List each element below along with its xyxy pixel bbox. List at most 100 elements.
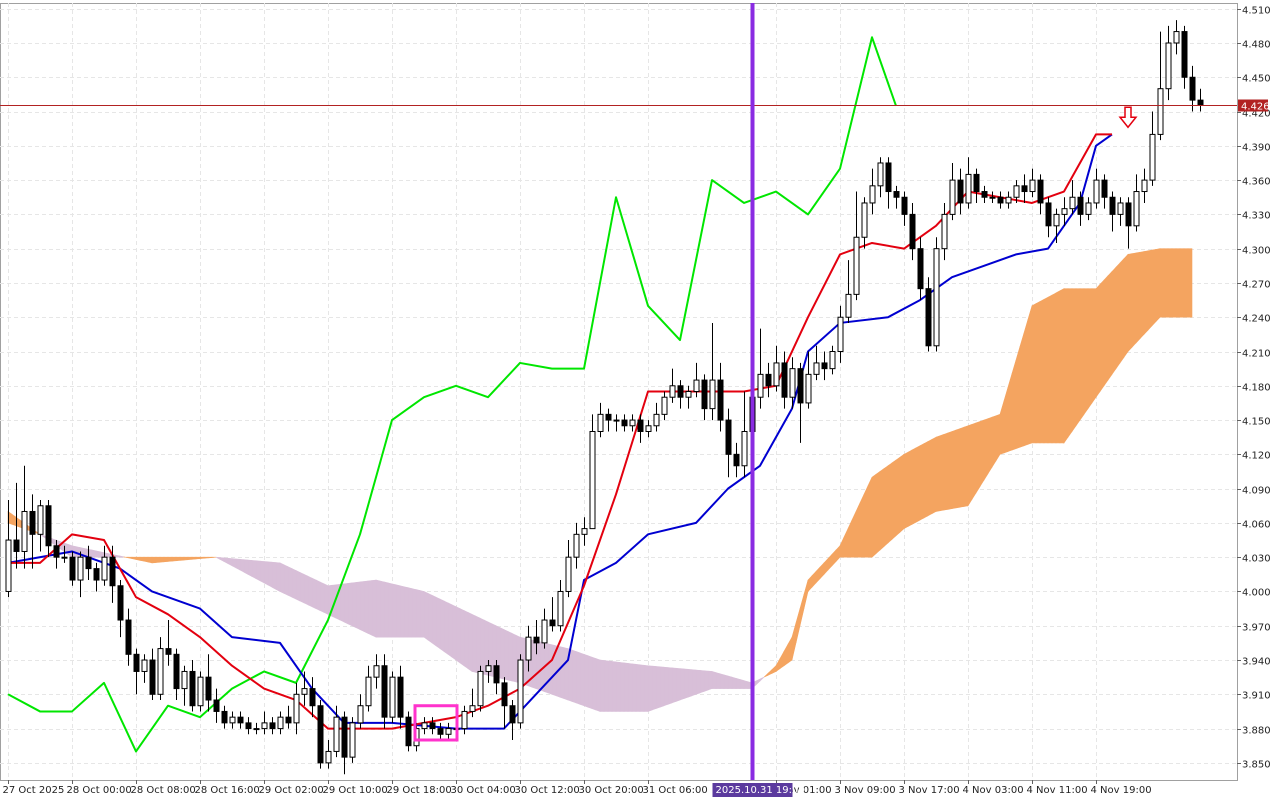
- candle[interactable]: [950, 163, 955, 220]
- candle[interactable]: [22, 466, 27, 569]
- candle[interactable]: [510, 700, 515, 740]
- candle[interactable]: [838, 306, 843, 363]
- candle[interactable]: [582, 517, 587, 546]
- candle[interactable]: [758, 329, 763, 409]
- candle[interactable]: [430, 717, 435, 734]
- candle[interactable]: [806, 352, 811, 409]
- candle[interactable]: [766, 363, 771, 397]
- candle[interactable]: [910, 203, 915, 260]
- candle[interactable]: [422, 717, 427, 734]
- candle[interactable]: [1086, 197, 1091, 220]
- candle[interactable]: [214, 689, 219, 723]
- candle[interactable]: [134, 649, 139, 695]
- candle[interactable]: [846, 260, 851, 323]
- candle[interactable]: [262, 711, 267, 734]
- candle[interactable]: [590, 414, 595, 528]
- candle[interactable]: [926, 277, 931, 351]
- candle[interactable]: [982, 186, 987, 203]
- candle[interactable]: [662, 392, 667, 421]
- candle[interactable]: [174, 649, 179, 700]
- candle[interactable]: [942, 203, 947, 260]
- candle[interactable]: [118, 580, 123, 637]
- candle[interactable]: [862, 197, 867, 248]
- candle[interactable]: [390, 671, 395, 722]
- candle[interactable]: [126, 609, 131, 666]
- candle[interactable]: [254, 723, 259, 734]
- candle[interactable]: [446, 723, 451, 740]
- candle[interactable]: [686, 386, 691, 409]
- candle[interactable]: [934, 237, 939, 351]
- candle[interactable]: [974, 169, 979, 203]
- candle[interactable]: [318, 700, 323, 769]
- candle[interactable]: [478, 666, 483, 712]
- candle[interactable]: [278, 711, 283, 734]
- candle[interactable]: [38, 500, 43, 551]
- candle[interactable]: [1158, 32, 1163, 141]
- candle[interactable]: [406, 711, 411, 751]
- candle[interactable]: [182, 666, 187, 706]
- candle[interactable]: [1118, 197, 1123, 226]
- candle[interactable]: [798, 363, 803, 443]
- candle[interactable]: [142, 654, 147, 683]
- candle[interactable]: [958, 169, 963, 215]
- candle[interactable]: [502, 677, 507, 728]
- candle[interactable]: [374, 654, 379, 688]
- candle[interactable]: [1070, 180, 1075, 214]
- candle[interactable]: [294, 683, 299, 734]
- candle[interactable]: [94, 563, 99, 592]
- candle[interactable]: [1174, 20, 1179, 54]
- candle[interactable]: [1150, 112, 1155, 186]
- candle[interactable]: [646, 420, 651, 437]
- candle[interactable]: [246, 717, 251, 734]
- candle[interactable]: [614, 414, 619, 431]
- candle[interactable]: [654, 403, 659, 432]
- candle[interactable]: [894, 186, 899, 209]
- candle[interactable]: [158, 637, 163, 700]
- candle[interactable]: [206, 654, 211, 711]
- candle[interactable]: [710, 323, 715, 420]
- candle[interactable]: [398, 666, 403, 729]
- candle[interactable]: [1190, 66, 1195, 112]
- candle[interactable]: [342, 711, 347, 774]
- candle[interactable]: [350, 717, 355, 763]
- candle[interactable]: [1102, 174, 1107, 208]
- candle[interactable]: [566, 540, 571, 597]
- candle[interactable]: [326, 740, 331, 769]
- candle[interactable]: [966, 157, 971, 208]
- candle[interactable]: [678, 380, 683, 409]
- candle[interactable]: [574, 523, 579, 569]
- candle[interactable]: [542, 609, 547, 649]
- candle[interactable]: [1134, 174, 1139, 231]
- candle[interactable]: [622, 414, 627, 431]
- candle[interactable]: [1142, 169, 1147, 203]
- candle[interactable]: [382, 654, 387, 728]
- candle[interactable]: [78, 551, 83, 597]
- candle[interactable]: [1198, 89, 1203, 112]
- candle[interactable]: [230, 711, 235, 728]
- candle[interactable]: [102, 546, 107, 586]
- candle[interactable]: [1182, 26, 1187, 89]
- candle[interactable]: [1110, 192, 1115, 232]
- candle[interactable]: [310, 677, 315, 717]
- candle[interactable]: [878, 157, 883, 197]
- candle[interactable]: [518, 654, 523, 728]
- candle[interactable]: [286, 706, 291, 729]
- candle[interactable]: [998, 192, 1003, 209]
- candle[interactable]: [1038, 174, 1043, 214]
- candle[interactable]: [150, 649, 155, 700]
- candle[interactable]: [734, 443, 739, 477]
- candle[interactable]: [830, 346, 835, 375]
- candle[interactable]: [886, 157, 891, 208]
- candle[interactable]: [438, 723, 443, 740]
- candle[interactable]: [782, 352, 787, 409]
- candle[interactable]: [918, 237, 923, 300]
- candle[interactable]: [822, 352, 827, 381]
- candle[interactable]: [1166, 26, 1171, 100]
- candle[interactable]: [990, 192, 995, 203]
- candle[interactable]: [670, 369, 675, 403]
- candle[interactable]: [814, 346, 819, 380]
- candle[interactable]: [854, 192, 859, 301]
- candle[interactable]: [1094, 169, 1099, 209]
